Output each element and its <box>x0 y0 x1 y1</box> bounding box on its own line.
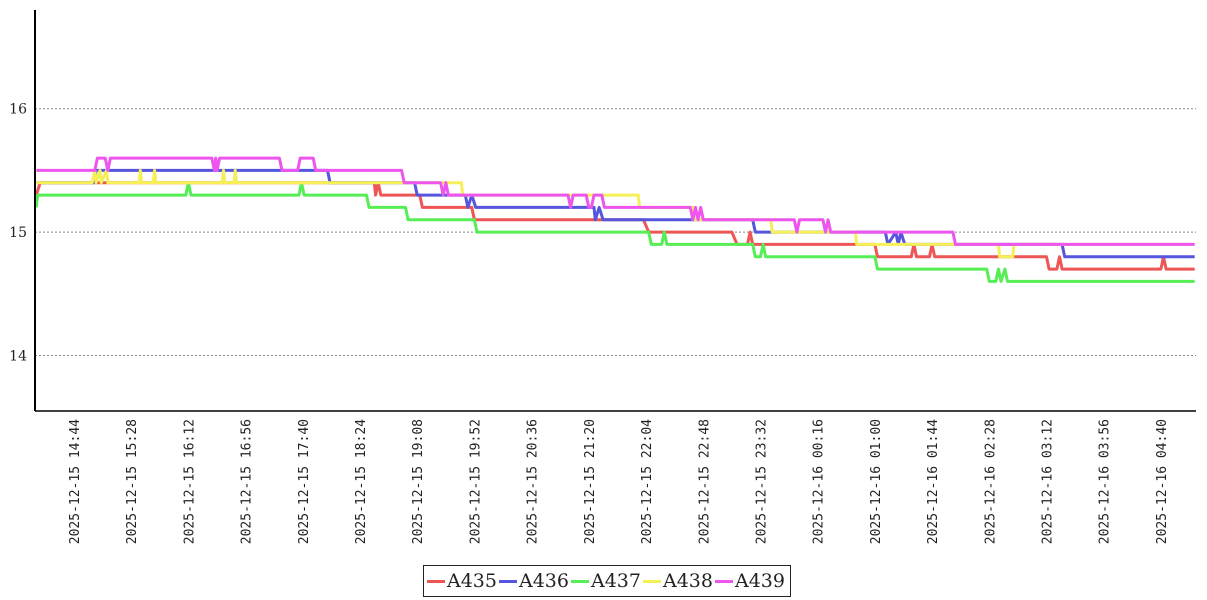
y-tick-label: 14 <box>9 348 27 364</box>
x-tick-label: 2025-12-16 03:56 <box>1098 419 1113 544</box>
legend-item-a438: A438 <box>643 570 713 592</box>
axes <box>34 10 1196 412</box>
legend-swatch <box>643 579 661 583</box>
x-tick-label: 2025-12-16 04:40 <box>1155 419 1170 544</box>
x-tick-label: 2025-12-15 16:12 <box>182 419 197 544</box>
x-tick-label: 2025-12-16 03:12 <box>1041 419 1056 544</box>
x-tick-label: 2025-12-15 23:32 <box>755 419 770 544</box>
x-tick-label: 2025-12-15 18:24 <box>354 419 369 544</box>
legend-item-a439: A439 <box>715 570 785 592</box>
legend: A435 A436 A437 A438 A439 <box>423 565 791 597</box>
x-tick-label: 2025-12-15 22:04 <box>640 419 655 544</box>
x-tick-label: 2025-12-16 01:00 <box>869 419 884 544</box>
y-tick-label: 15 <box>9 225 27 241</box>
legend-label: A435 <box>447 570 497 592</box>
x-tick-label: 2025-12-15 14:44 <box>68 419 83 544</box>
y-tick-labels: 14 15 16 <box>9 102 27 365</box>
legend-item-a435: A435 <box>427 570 497 592</box>
legend-label: A438 <box>663 570 713 592</box>
x-tick-label: 2025-12-16 01:44 <box>926 419 941 544</box>
legend-label: A436 <box>519 570 569 592</box>
legend-swatch <box>427 579 445 583</box>
x-tick-label: 2025-12-16 00:16 <box>812 419 827 544</box>
legend-item-a436: A436 <box>499 570 569 592</box>
x-tick-label: 2025-12-15 20:36 <box>526 419 541 544</box>
x-tick-label: 2025-12-15 16:56 <box>240 419 255 544</box>
legend-item-a437: A437 <box>571 570 641 592</box>
series-line-a437 <box>34 181 1195 283</box>
legend-swatch <box>571 579 589 583</box>
x-tick-label: 2025-12-15 22:48 <box>697 419 712 544</box>
series-line-a438 <box>36 168 1195 259</box>
x-tick-labels: 2025-12-15 14:44 2025-12-15 15:28 2025-12-… <box>68 419 1170 544</box>
x-tick-label: 2025-12-15 15:28 <box>125 419 140 544</box>
x-tick-label: 2025-12-15 17:40 <box>297 419 312 544</box>
series-line-a439 <box>36 156 1195 246</box>
x-tick-label: 2025-12-15 19:08 <box>411 419 426 544</box>
series-lines <box>34 156 1195 283</box>
legend-label: A439 <box>735 570 785 592</box>
legend-label: A437 <box>591 570 641 592</box>
legend-swatch <box>499 579 517 583</box>
x-tick-label: 2025-12-15 21:20 <box>583 419 598 544</box>
legend-swatch <box>715 579 733 583</box>
x-tick-label: 2025-12-16 02:28 <box>983 419 998 544</box>
series-line-a435 <box>34 181 1195 271</box>
x-tick-label: 2025-12-15 19:52 <box>468 419 483 544</box>
y-tick-label: 16 <box>9 102 27 118</box>
